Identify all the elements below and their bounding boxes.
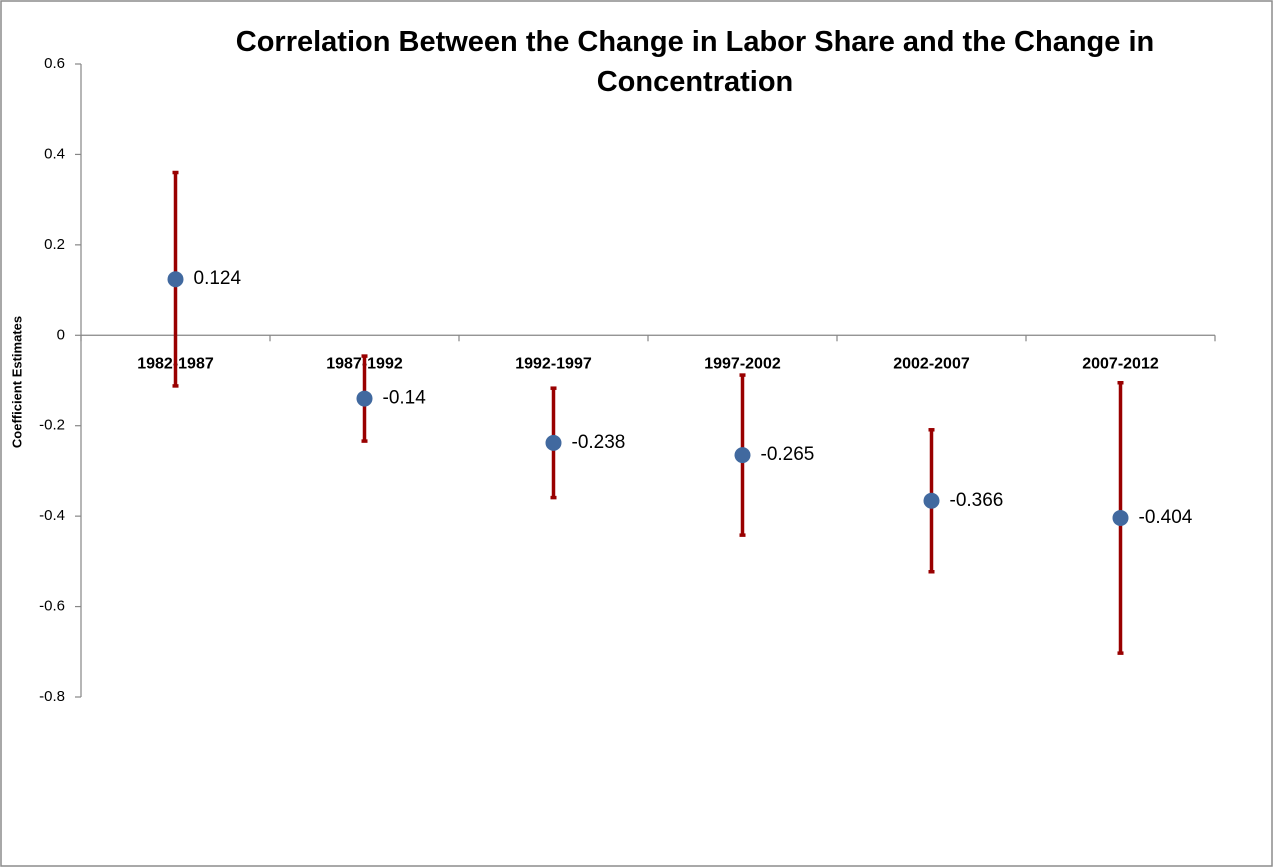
y-tick-label: 0.4	[44, 145, 65, 162]
y-tick-label: -0.4	[39, 507, 65, 524]
data-point	[167, 271, 184, 288]
data-point	[734, 447, 751, 464]
y-tick-label: -0.2	[39, 417, 65, 434]
y-tick-label: -0.6	[39, 598, 65, 615]
chart-title: Correlation Between the Change in Labor …	[235, 26, 1155, 98]
data-label: 0.124	[194, 268, 242, 289]
data-point	[923, 492, 940, 509]
x-tick-label: 2007-2012	[1082, 356, 1159, 373]
data-point	[545, 434, 562, 451]
x-tick-label: 1997-2002	[704, 356, 781, 373]
data-label: -0.366	[950, 490, 1004, 511]
data-point	[356, 390, 373, 407]
y-tick-label: -0.8	[39, 688, 65, 705]
data-label: -0.265	[761, 444, 815, 465]
y-tick-label: 0	[57, 326, 65, 343]
data-label: -0.14	[383, 388, 427, 409]
data-point	[1112, 509, 1129, 526]
data-label: -0.238	[572, 432, 626, 453]
x-tick-label: 2002-2007	[893, 356, 970, 373]
y-tick-label: 0.6	[44, 55, 65, 72]
x-tick-label: 1992-1997	[515, 356, 592, 373]
y-tick-label: 0.2	[44, 236, 65, 253]
y-axis-label: Coefficient Estimates	[9, 316, 24, 448]
data-label: -0.404	[1139, 507, 1193, 528]
